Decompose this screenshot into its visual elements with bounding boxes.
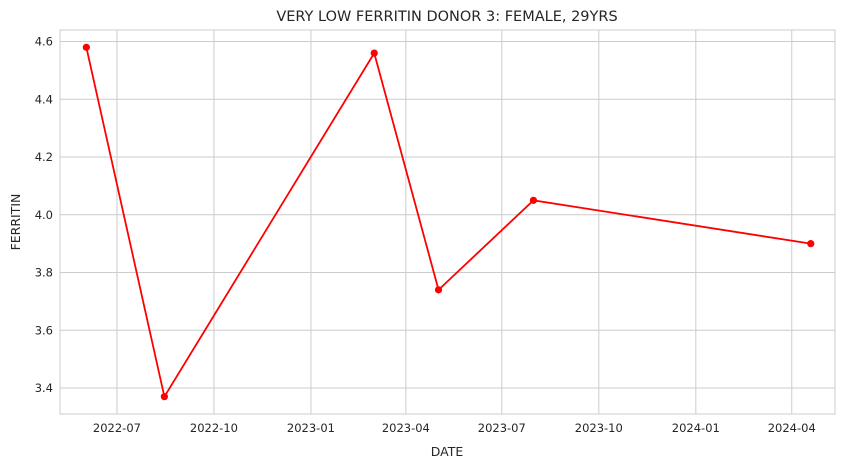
data-point: [160, 393, 168, 401]
series-layer: [82, 43, 815, 401]
x-tick-label: 2023-04: [382, 421, 430, 435]
chart-title: VERY LOW FERRITIN DONOR 3: FEMALE, 29YRS: [276, 9, 617, 25]
y-tick-label: 4.0: [35, 208, 53, 222]
grid-lines: [60, 30, 835, 414]
ferritin-series-line: [85, 47, 811, 400]
y-tick-label: 4.2: [35, 150, 53, 164]
x-tick-label: 2023-07: [478, 421, 526, 435]
x-tick-label: 2024-01: [672, 421, 720, 435]
data-point: [370, 49, 378, 57]
y-tick-label: 3.6: [35, 323, 53, 337]
x-tick-label: 2024-04: [768, 421, 816, 435]
plot-area-frame: [59, 29, 836, 415]
data-point: [434, 286, 443, 294]
x-tick-label: 2023-01: [287, 421, 335, 435]
y-tick-label: 3.8: [35, 266, 53, 280]
y-tick-label: 4.4: [35, 92, 53, 106]
x-tick-label: 2023-10: [575, 421, 623, 435]
x-axis-ticks: 2022-07 2022-10 2023-01 2023-04 2023-07 2023-…: [93, 421, 816, 435]
y-axis-label: FERRITIN: [8, 194, 23, 251]
data-point: [82, 43, 90, 51]
x-axis-label: DATE: [431, 444, 464, 459]
y-tick-label: 3.4: [35, 381, 53, 395]
data-point: [529, 196, 538, 204]
data-point: [807, 240, 815, 248]
x-tick-label: 2022-07: [93, 421, 141, 435]
y-tick-label: 4.6: [35, 35, 53, 49]
y-axis-ticks: 3.4 3.6 3.8 4.0 4.2 4.4 4.6: [35, 35, 53, 395]
x-tick-label: 2022-10: [190, 421, 238, 435]
